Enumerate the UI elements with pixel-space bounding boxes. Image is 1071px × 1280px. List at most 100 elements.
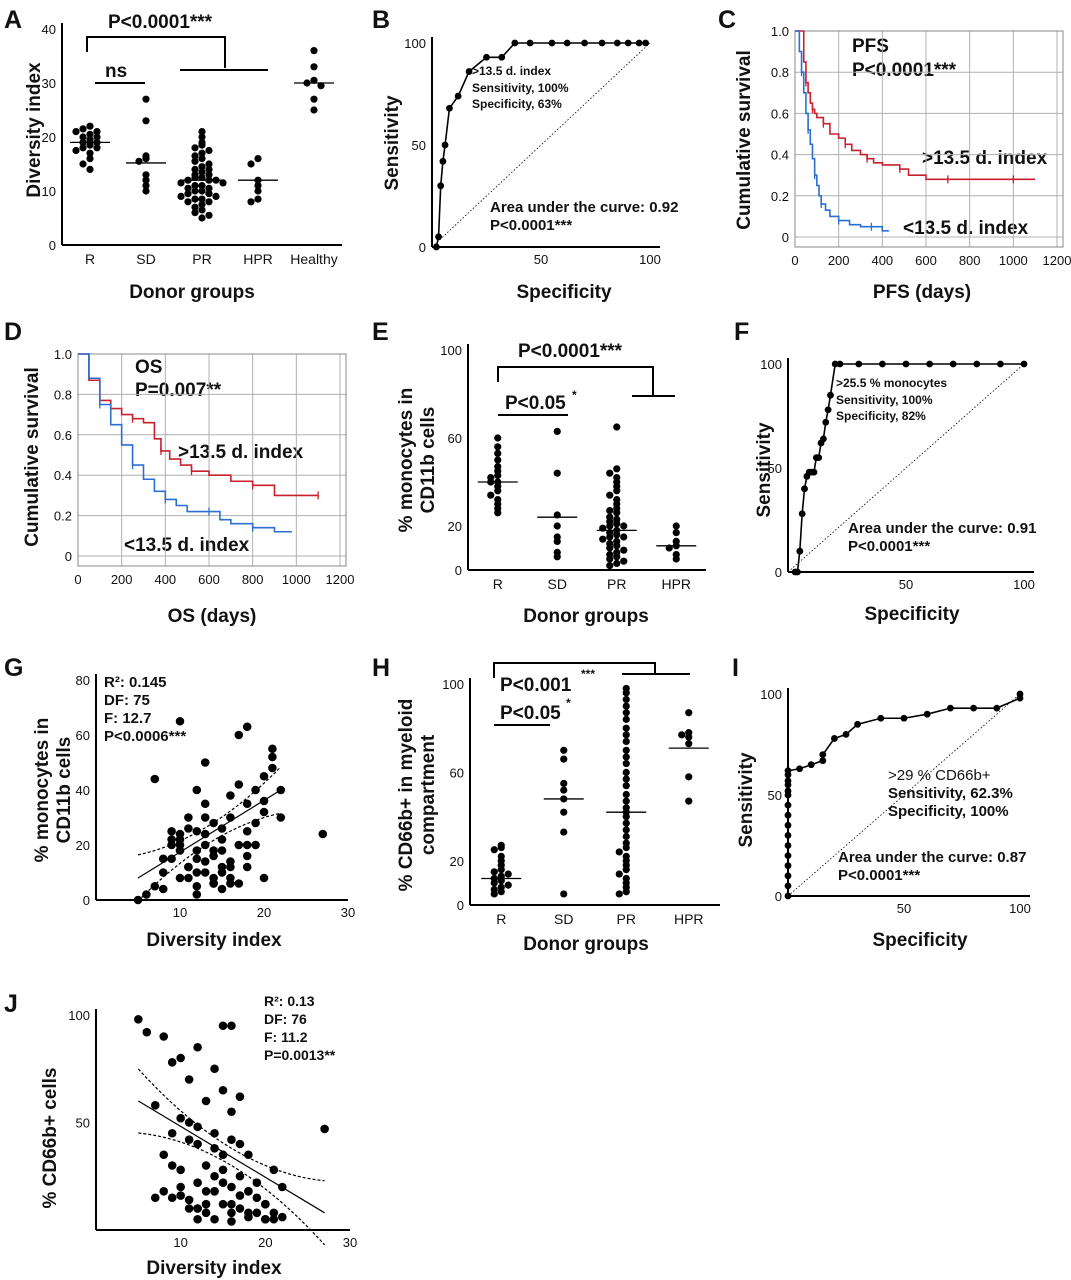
panel-d-ytick-label: 0.6 (54, 428, 72, 443)
panel-h-pvalue-sub-star: * (566, 696, 571, 710)
panel-j-data-point (252, 1208, 262, 1218)
panel-i-roc-point (807, 761, 815, 769)
panel-j-data-point (269, 1165, 279, 1175)
panel-c-ytick-label: 0 (782, 230, 789, 245)
panel-g-data-point (184, 813, 193, 822)
panel-g-data-point (259, 771, 269, 781)
panel-g-data-point (158, 884, 168, 894)
panel-e-data-point (494, 471, 502, 479)
panel-g-data-point (217, 824, 227, 833)
panel-h-data-point (615, 890, 623, 898)
panel-i-specificity: Specificity, 100% (888, 803, 1009, 820)
panel-d-xtick-label: 400 (154, 572, 176, 587)
panel-a-data-point (198, 200, 206, 209)
panel-j-data-point (227, 1217, 236, 1226)
panel-i-ylabel: Sensitivity (736, 752, 757, 847)
panel-h-pvalue: P<0.001 (500, 675, 572, 696)
panel-a-data-point (86, 149, 94, 157)
panel-g-data-point (192, 854, 202, 864)
panel-g-plot: R²: 0.145 DF: 75 F: 12.7 P<0.0006*** 0 20… (76, 673, 356, 920)
panel-a-category-label: PR (192, 251, 211, 267)
panel-e-data-point (613, 520, 621, 528)
panel-j-data-point (210, 1187, 219, 1196)
panel-i-roc-point (784, 767, 792, 775)
panel-e-data-point (494, 434, 502, 442)
panel-j-data-point (227, 1199, 236, 1209)
panel-g-data-point (276, 813, 286, 822)
panel-b-ylabel: Sensitivity (382, 95, 403, 190)
panel-j-data-point (193, 1204, 202, 1213)
panel-f-roc-point (824, 406, 832, 414)
panel-e-data-point (606, 533, 614, 541)
panel-a-data-point (93, 133, 101, 141)
panel-c-high-label: >13.5 d. index (922, 148, 1048, 169)
panel-h-data-point (560, 755, 568, 763)
panel-h-category-label: R (496, 911, 506, 927)
panel-a-data-point (254, 155, 262, 163)
panel-j-data-point (235, 1092, 245, 1101)
panel-a-xlabel: Donor groups (129, 282, 255, 303)
panel-j-plot: R²: 0.13 DF: 76 F: 11.2 P=0.0013** 50 100… (68, 993, 357, 1250)
panel-c-xtick-label: 200 (828, 253, 850, 268)
panel-a-data-point (142, 182, 150, 190)
panel-g-data-point (184, 873, 193, 883)
panel-f-roc-point (836, 360, 844, 368)
panel-g-data-point (242, 840, 252, 850)
panel-i-roc-point (784, 777, 792, 785)
panel-g-data-point (175, 716, 185, 726)
panel-f-roc-point (798, 510, 806, 518)
panel-a-ns-label: ns (105, 61, 127, 82)
panel-f-roc-point (815, 454, 823, 461)
panel-j-data-point (176, 1165, 185, 1175)
panel-f-plot: >25.5 % monocytes Sensitivity, 100% Spec… (760, 357, 1036, 592)
panel-h-data-point (560, 795, 568, 803)
panel-h-category-label: SD (554, 911, 573, 927)
panel-b-xtick-label: 100 (639, 252, 661, 267)
panel-j-f: F: 11.2 (264, 1029, 308, 1045)
panel-e-plot: P<0.0001*** P<0.05 * 0 20 60 100 R SD PR HPR (440, 341, 706, 592)
panel-j-data-point (176, 1182, 185, 1192)
panel-e-data-point (553, 511, 561, 519)
panel-j-data-point (244, 1208, 253, 1218)
panel-j-data-point (193, 1122, 202, 1132)
panel-h-data-point (560, 746, 568, 754)
panel-g-data-point (251, 818, 260, 828)
panel-a-data-point (86, 122, 94, 130)
panel-g-data-point (200, 829, 210, 839)
panel-b-roc-point (437, 182, 445, 190)
panel-a-data-point (184, 190, 192, 198)
panel-a-data-point (191, 195, 199, 203)
panel-j-data-point (201, 1161, 211, 1170)
panel-d-plot: OS P=0.007** >13.5 d. index <13.5 d. ind… (54, 347, 355, 587)
panel-a-data-point (79, 125, 87, 133)
panel-c-frame (794, 30, 1064, 248)
panel-f-roc-point (1020, 360, 1028, 368)
panel-b-roc-point (548, 39, 556, 47)
panel-g-data-point (200, 799, 210, 809)
panel-i-roc-point (784, 852, 792, 859)
panel-c-ytick-label: 0.8 (771, 65, 789, 80)
panel-i-sensitivity: Sensitivity, 62.3% (888, 785, 1013, 802)
panel-g-data-point (226, 862, 235, 872)
panel-g-r2: R²: 0.145 (104, 674, 167, 691)
panel-i-roc-point (784, 882, 792, 890)
panel-g-ylabel-line1: % monocytes in (32, 718, 53, 863)
panel-h-data-point (622, 746, 630, 754)
panel-a-data-point (86, 155, 94, 163)
panel-e-data-point (613, 423, 621, 431)
panel-e-data-point (620, 546, 628, 554)
panel-c-ytick-label: 0.6 (771, 106, 789, 121)
panel-e-pvalue-sub-star: * (572, 388, 577, 402)
panel-j-data-point (142, 1027, 152, 1037)
panel-g-data-point (217, 835, 227, 844)
panel-h-data-point (622, 782, 630, 790)
panel-g-data-point (268, 752, 277, 762)
panel-h-data-point (497, 888, 505, 896)
panel-h-data-point (685, 709, 693, 717)
panel-a-data-point (205, 198, 213, 206)
panel-h-plot: P<0.001 *** P<0.05 * 0 20 60 100 R SD PR HPR (442, 662, 720, 927)
panel-h-ylabel-line1: % CD66b+ in myeloid (396, 699, 417, 892)
panel-j-data-point (176, 1113, 185, 1123)
panel-f-roc-point (810, 468, 818, 476)
